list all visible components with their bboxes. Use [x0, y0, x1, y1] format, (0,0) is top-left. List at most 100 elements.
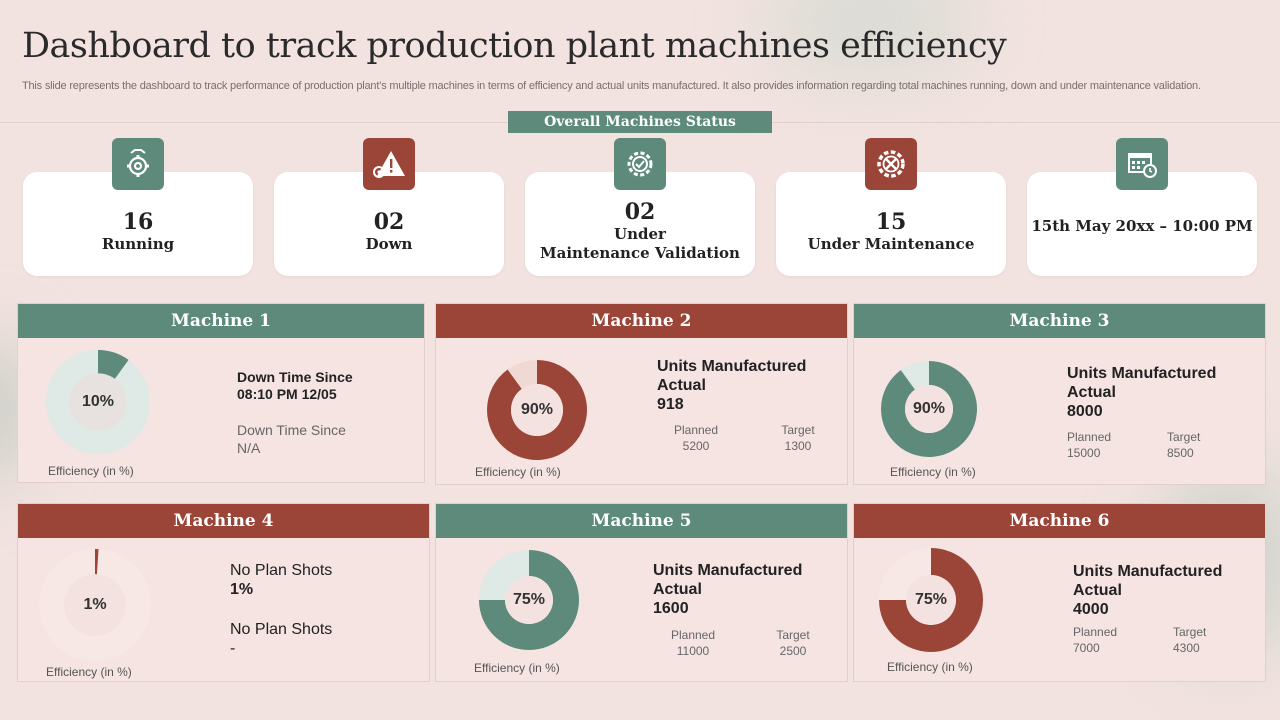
- donut-hole: [511, 384, 563, 436]
- machine-1-donut: 10%: [46, 350, 150, 454]
- wrench-gear-icon: [865, 138, 917, 190]
- donut-value-arc: [98, 350, 129, 379]
- maintenance-label: Under Maintenance: [807, 234, 975, 253]
- machine-3-actual-value: 8000: [1067, 403, 1103, 420]
- machine-2-percent: 90%: [520, 401, 554, 418]
- machine-6-actual-value: 4000: [1073, 601, 1109, 618]
- page-subtitle: This slide represents the dashboard to t…: [22, 80, 1201, 92]
- machine-5-units-title-line2: Actual: [653, 581, 702, 598]
- machine-5-target-value: 2500: [779, 644, 807, 658]
- donut-track: [46, 350, 150, 454]
- machine-3-target-value: 8500: [1167, 446, 1194, 460]
- machine-4-percent: 1%: [83, 596, 107, 613]
- machine-2-donut-chart: [487, 360, 587, 460]
- down-count: 02: [373, 208, 405, 235]
- machine-4-header: Machine 4: [18, 504, 429, 538]
- machine-2-actual-value: 918: [657, 396, 684, 413]
- machine-3-target-label: Target: [1167, 430, 1201, 444]
- donut-hole: [69, 373, 127, 431]
- donut-value-arc: [479, 550, 579, 650]
- page-title: Dashboard to track production plant mach…: [22, 26, 1007, 66]
- calendar-clock-icon: [1116, 138, 1168, 190]
- machine-6-units-title-line2: Actual: [1073, 582, 1122, 599]
- donut-value-arc: [881, 361, 977, 457]
- machine-5-donut: 75%: [479, 550, 579, 650]
- machine-6-planned-value: 7000: [1073, 641, 1100, 655]
- machine-6-efficiency-label: Efficiency (in %): [887, 660, 973, 674]
- machine-5-efficiency-label: Efficiency (in %): [474, 661, 560, 675]
- machine-4-noplan2-value: -: [230, 640, 236, 657]
- machine-5-donut-chart: [479, 550, 579, 650]
- machine-2-efficiency-label: Efficiency (in %): [475, 465, 561, 479]
- machine-4-donut-chart: [39, 549, 151, 661]
- machine-3-donut-chart: [881, 361, 977, 457]
- machine-4-noplan1-value: 1%: [230, 581, 254, 598]
- machine-5-actual-value: 1600: [653, 600, 689, 617]
- machine-5-target-label: Target: [776, 628, 810, 642]
- machine-2-units-title-line1: Units Manufactured: [657, 358, 807, 375]
- machine-1-downtime2-line2: N/A: [237, 440, 261, 456]
- machine-6-planned-label: Planned: [1073, 625, 1118, 639]
- machine-2-header: Machine 2: [436, 304, 847, 338]
- gear-check-icon: [614, 138, 666, 190]
- machine-3-planned-value: 15000: [1067, 446, 1101, 460]
- donut-value-arc: [487, 360, 587, 460]
- machine-1-downtime-line2: 08:10 PM 12/05: [237, 386, 337, 402]
- gear-worker-icon: [112, 138, 164, 190]
- validation-label-line1: Under: [614, 225, 666, 243]
- machine-4-donut: 1%: [39, 549, 151, 661]
- machine-1-donut-chart: [46, 350, 150, 454]
- machine-6-header: Machine 6: [854, 504, 1265, 538]
- running-label: Running: [101, 234, 175, 253]
- down-label: Down: [365, 234, 413, 253]
- status-card-maintenance: 15 Under Maintenance: [776, 172, 1006, 276]
- machine-2-panel: Machine 2 90% Efficiency (in %) Units Ma…: [435, 303, 848, 485]
- maintenance-count: 15: [875, 208, 907, 235]
- machine-3-percent: 90%: [912, 400, 946, 417]
- machine-2-target-value: 1300: [784, 439, 812, 453]
- machine-6-panel: Machine 6 75% Efficiency (in %) Units Ma…: [853, 503, 1266, 682]
- machine-6-target-label: Target: [1173, 625, 1207, 639]
- machine-5-units-title-line1: Units Manufactured: [653, 562, 803, 579]
- datetime-text: 15th May 20xx – 10:00 PM: [1031, 217, 1253, 235]
- status-card-running: 16 Running: [23, 172, 253, 276]
- validation-count: 02: [624, 199, 656, 225]
- machine-5-planned-value: 11000: [676, 644, 710, 658]
- machine-1-percent: 10%: [81, 393, 115, 410]
- machine-5-header: Machine 5: [436, 504, 847, 538]
- machine-1-panel: Machine 1 10% Efficiency (in %) Down Tim…: [17, 303, 425, 483]
- machine-3-panel: Machine 3 90% Efficiency (in %) Units Ma…: [853, 303, 1266, 485]
- machine-5-percent: 75%: [512, 591, 546, 608]
- machine-4-noplan2-label: No Plan Shots: [230, 621, 333, 638]
- donut-hole: [905, 385, 953, 433]
- machine-2-units-title-line2: Actual: [657, 377, 706, 394]
- machine-2-planned-value: 5200: [682, 439, 710, 453]
- running-count: 16: [122, 208, 154, 235]
- machine-3-header: Machine 3: [854, 304, 1265, 338]
- machine-5-panel: Machine 5 75% Efficiency (in %) Units Ma…: [435, 503, 848, 682]
- machine-6-donut: 75%: [879, 548, 983, 652]
- machine-3-units-title-line1: Units Manufactured: [1067, 365, 1217, 382]
- machine-5-planned-label: Planned: [670, 628, 716, 642]
- machine-3-planned-label: Planned: [1067, 430, 1112, 444]
- machine-6-percent: 75%: [914, 591, 948, 608]
- machine-6-donut-chart: [879, 548, 983, 652]
- machine-4-noplan1-label: No Plan Shots: [230, 562, 333, 579]
- machine-1-downtime2-line1: Down Time Since: [237, 422, 346, 438]
- donut-hole: [64, 574, 126, 636]
- machine-1-downtime-line1: Down Time Since: [237, 369, 353, 385]
- donut-hole: [505, 576, 553, 624]
- machine-2-planned-label: Planned: [673, 423, 719, 437]
- machine-1-efficiency-label: Efficiency (in %): [48, 464, 134, 478]
- donut-track: [39, 549, 151, 661]
- donut-value-arc: [879, 548, 983, 652]
- warning-gear-icon: [363, 138, 415, 190]
- machine-2-donut: 90%: [487, 360, 587, 460]
- machine-6-units-title-line1: Units Manufactured: [1073, 563, 1223, 580]
- machine-4-efficiency-label: Efficiency (in %): [46, 665, 132, 679]
- machine-3-efficiency-label: Efficiency (in %): [890, 465, 976, 479]
- validation-label-line2: Maintenance Validation: [540, 244, 740, 262]
- machine-6-target-value: 4300: [1173, 641, 1200, 655]
- status-card-validation: 02 Under Maintenance Validation: [525, 172, 755, 276]
- donut-value-arc: [95, 549, 99, 575]
